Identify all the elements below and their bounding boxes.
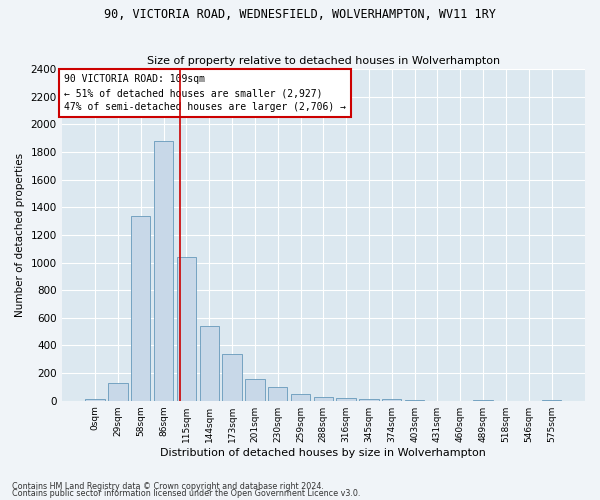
Bar	[337, 398, 356, 400]
Text: Contains HM Land Registry data © Crown copyright and database right 2024.: Contains HM Land Registry data © Crown c…	[12, 482, 324, 491]
Bar	[268, 387, 287, 400]
Title: Size of property relative to detached houses in Wolverhampton: Size of property relative to detached ho…	[147, 56, 500, 66]
Bar	[177, 257, 196, 400]
Y-axis label: Number of detached properties: Number of detached properties	[15, 153, 25, 317]
X-axis label: Distribution of detached houses by size in Wolverhampton: Distribution of detached houses by size …	[160, 448, 486, 458]
Bar	[245, 378, 265, 400]
Bar	[200, 326, 219, 400]
Bar	[154, 141, 173, 401]
Bar	[108, 382, 128, 400]
Text: 90, VICTORIA ROAD, WEDNESFIELD, WOLVERHAMPTON, WV11 1RY: 90, VICTORIA ROAD, WEDNESFIELD, WOLVERHA…	[104, 8, 496, 20]
Bar	[131, 216, 151, 400]
Text: Contains public sector information licensed under the Open Government Licence v3: Contains public sector information licen…	[12, 488, 361, 498]
Text: 90 VICTORIA ROAD: 109sqm
← 51% of detached houses are smaller (2,927)
47% of sem: 90 VICTORIA ROAD: 109sqm ← 51% of detach…	[64, 74, 346, 112]
Bar	[291, 394, 310, 400]
Bar	[223, 354, 242, 401]
Bar	[314, 396, 333, 400]
